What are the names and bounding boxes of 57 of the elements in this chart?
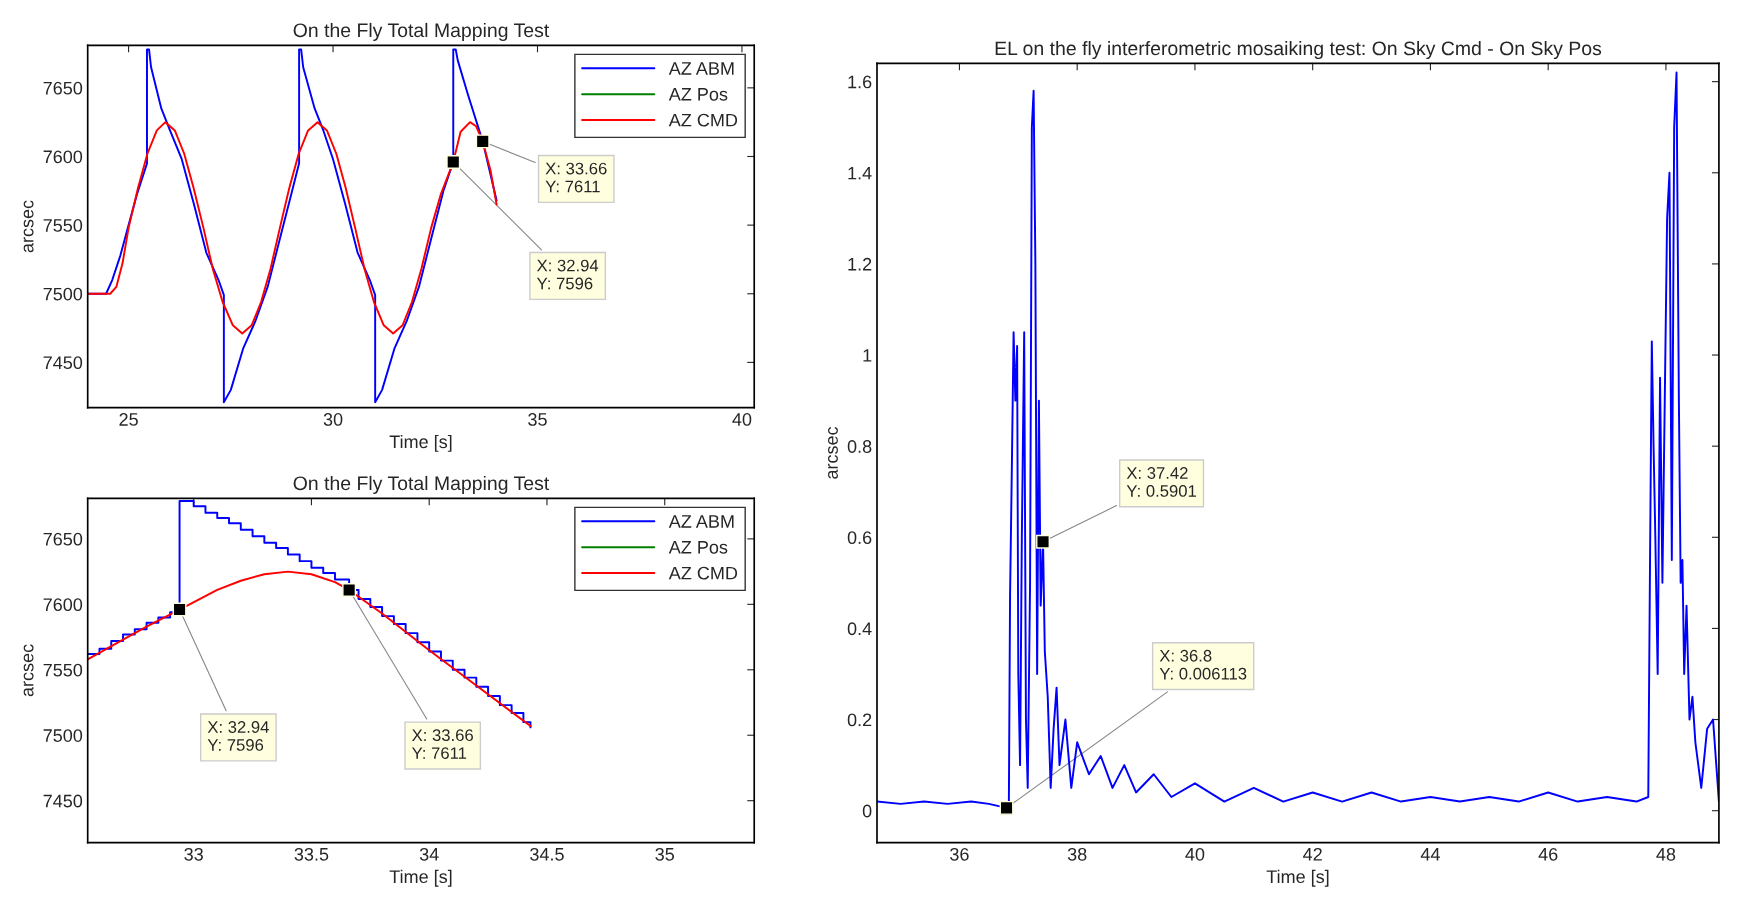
y-tick-label: 7650 [43,532,83,546]
y-tick-label: 7650 [43,81,83,95]
legend-label: AZ ABM [668,62,734,75]
x-tick-label: 34 [419,847,439,861]
y-tick-label: 1.2 [848,257,872,271]
x-tick-label: 48 [1656,847,1676,861]
x-tick-label: 35 [528,413,547,426]
x-tick-label: 38 [1067,847,1087,861]
x-axis-title: Time [s] [389,434,452,452]
x-axis-title: Time [s] [389,869,452,887]
y-tick-label: 7500 [43,287,83,301]
y-tick-label: 7500 [43,729,83,742]
legend-label: AZ CMD [668,113,738,127]
x-tick-label: 44 [1420,848,1440,861]
x-tick-label: 34.5 [530,847,564,861]
x-tick-label: 40 [1185,847,1205,861]
annotation: X: 33.66 Y: 7611 [545,162,607,193]
y-axis-title: arcsec [23,200,34,253]
annotation: X: 33.66 Y: 7611 [411,729,473,760]
y-axis-title: arcsec [23,644,34,697]
x-tick-label: 33 [184,847,203,861]
y-tick-label: 7600 [43,150,83,164]
x-tick-label: 30 [323,413,343,426]
chart-title: On the Fly Total Mapping Test [293,475,550,494]
y-tick-label: 7450 [43,794,83,808]
legend-label: AZ Pos [668,541,728,554]
annotation: X: 36.8 Y: 0.006113 [1159,649,1247,680]
y-tick-label: 7450 [43,356,83,370]
legend-label: AZ CMD [668,566,738,580]
x-tick-label: 35 [655,847,675,861]
y-tick-label: 1 [863,349,872,362]
x-tick-label: 40 [732,413,752,426]
chart-title: On the Fly Total Mapping Test [293,22,550,41]
annotation: X: 32.94 Y: 7596 [536,259,599,290]
x-tick-label: 42 [1303,847,1322,861]
y-axis-title: arcsec [828,426,838,479]
x-tick-label: 33.5 [294,847,329,861]
y-tick-label: 1.4 [848,166,872,180]
annotation: X: 37.42 Y: 0.5901 [1126,467,1196,497]
y-tick-label: 7600 [43,598,83,612]
legend-label: AZ Pos [668,88,728,101]
x-tick-label: 36 [950,847,969,861]
y-tick-label: 0.2 [847,713,872,727]
x-tick-label: 25 [119,413,138,426]
y-tick-label: 0.4 [847,622,872,636]
x-tick-label: 46 [1538,847,1558,861]
x-axis-title: Time [s] [1266,869,1329,887]
y-tick-label: 0 [862,804,872,818]
y-tick-label: 1.6 [848,75,872,89]
legend-label: AZ ABM [668,515,734,528]
y-tick-label: 0.6 [847,531,872,545]
y-tick-label: 7550 [43,663,83,677]
y-tick-label: 7550 [43,219,83,232]
line-series [87,121,498,335]
chart-title: EL on the fly interferometric mosaiking test: On Sky Cmd - On Sky Pos [995,41,1602,60]
annotation: X: 32.94 Y: 7596 [207,721,269,751]
y-tick-label: 0.8 [847,440,872,453]
